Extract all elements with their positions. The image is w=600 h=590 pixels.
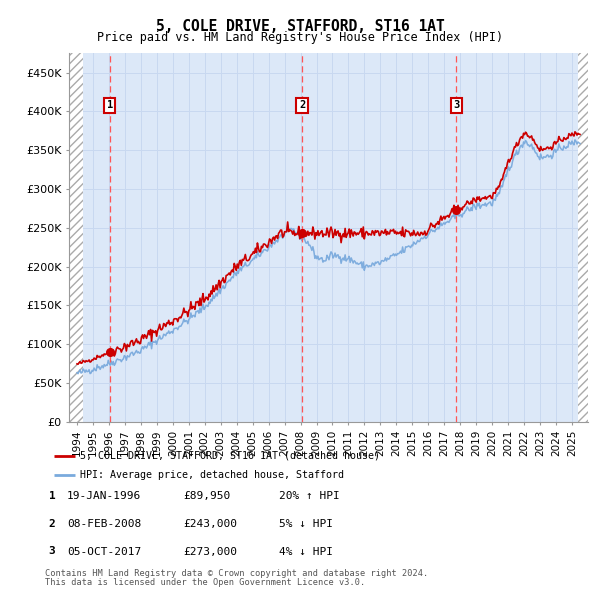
Text: 19-JAN-1996: 19-JAN-1996 xyxy=(67,491,142,501)
Text: 4% ↓ HPI: 4% ↓ HPI xyxy=(279,547,333,556)
Text: 1: 1 xyxy=(49,491,55,501)
Text: 08-FEB-2008: 08-FEB-2008 xyxy=(67,519,142,529)
Text: 5% ↓ HPI: 5% ↓ HPI xyxy=(279,519,333,529)
Text: £89,950: £89,950 xyxy=(183,491,230,501)
Text: Contains HM Land Registry data © Crown copyright and database right 2024.: Contains HM Land Registry data © Crown c… xyxy=(45,569,428,578)
Text: 3: 3 xyxy=(453,100,460,110)
Text: This data is licensed under the Open Government Licence v3.0.: This data is licensed under the Open Gov… xyxy=(45,578,365,587)
Text: 3: 3 xyxy=(49,546,55,556)
Bar xyxy=(69,53,83,422)
Text: 1: 1 xyxy=(107,100,113,110)
Text: 20% ↑ HPI: 20% ↑ HPI xyxy=(279,491,340,501)
Text: 2: 2 xyxy=(49,519,55,529)
Text: HPI: Average price, detached house, Stafford: HPI: Average price, detached house, Staf… xyxy=(80,470,344,480)
Text: £243,000: £243,000 xyxy=(183,519,237,529)
Text: 05-OCT-2017: 05-OCT-2017 xyxy=(67,547,142,556)
Text: £273,000: £273,000 xyxy=(183,547,237,556)
Text: 5, COLE DRIVE, STAFFORD, ST16 1AT (detached house): 5, COLE DRIVE, STAFFORD, ST16 1AT (detac… xyxy=(80,451,380,461)
Text: 2: 2 xyxy=(299,100,305,110)
Bar xyxy=(578,53,588,422)
Text: 5, COLE DRIVE, STAFFORD, ST16 1AT: 5, COLE DRIVE, STAFFORD, ST16 1AT xyxy=(155,19,445,34)
Text: Price paid vs. HM Land Registry's House Price Index (HPI): Price paid vs. HM Land Registry's House … xyxy=(97,31,503,44)
